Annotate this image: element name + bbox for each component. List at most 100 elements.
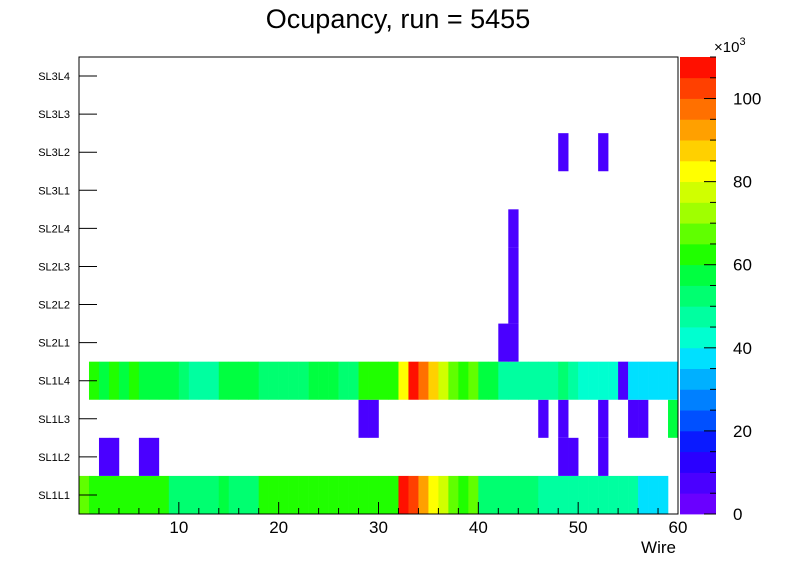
heatmap-cell bbox=[598, 399, 609, 438]
palette-swatch bbox=[680, 410, 716, 432]
heatmap-cell bbox=[618, 475, 629, 514]
x-tick-label: 20 bbox=[269, 518, 288, 537]
heatmap-cell bbox=[478, 475, 489, 514]
heatmap-cell bbox=[298, 475, 309, 514]
x-tick-label: 50 bbox=[569, 518, 588, 537]
heatmap-cell bbox=[358, 361, 369, 400]
heatmap-cell bbox=[468, 361, 479, 400]
y-tick-label: SL1L2 bbox=[38, 452, 70, 464]
heatmap-cell bbox=[528, 475, 539, 514]
heatmap-cell bbox=[468, 475, 479, 514]
heatmap-cell bbox=[298, 361, 309, 400]
heatmap-cell bbox=[278, 475, 289, 514]
heatmap-cell bbox=[238, 475, 250, 514]
heatmap-cell bbox=[288, 361, 299, 400]
palette-swatch bbox=[680, 202, 716, 224]
palette-swatch bbox=[680, 472, 716, 494]
heatmap-cell bbox=[628, 361, 639, 400]
heatmap-cell bbox=[98, 437, 110, 476]
y-tick-label: SL1L3 bbox=[38, 414, 70, 426]
heatmap-cell bbox=[158, 475, 170, 514]
z-tick-label: 80 bbox=[733, 173, 752, 192]
heatmap-cells bbox=[79, 133, 679, 514]
palette-swatch bbox=[680, 368, 716, 390]
heatmap-cell bbox=[368, 399, 379, 438]
heatmap-cell bbox=[368, 475, 379, 514]
heatmap-cell bbox=[568, 475, 579, 514]
heatmap-cell bbox=[168, 361, 180, 400]
heatmap-cell bbox=[438, 361, 449, 400]
heatmap-cell bbox=[158, 361, 170, 400]
heatmap-cell bbox=[648, 475, 659, 514]
x-tick-label: 30 bbox=[369, 518, 388, 537]
heatmap-cell bbox=[138, 361, 150, 400]
heatmap-cell bbox=[308, 361, 319, 400]
heatmap-cell bbox=[408, 475, 419, 514]
color-palette bbox=[680, 57, 716, 515]
heatmap-cell bbox=[618, 361, 629, 400]
z-tick-label: 100 bbox=[733, 90, 761, 109]
heatmap-cell bbox=[218, 475, 230, 514]
heatmap-cell bbox=[518, 361, 529, 400]
heatmap-cell bbox=[398, 475, 409, 514]
palette-swatch bbox=[680, 160, 716, 183]
x-tick-label: 10 bbox=[169, 518, 188, 537]
palette-swatch bbox=[680, 181, 716, 203]
heatmap-cell bbox=[498, 323, 509, 362]
heatmap-cell bbox=[268, 475, 279, 514]
heatmap-cell bbox=[508, 209, 519, 248]
plot-frame bbox=[78, 56, 679, 515]
heatmap-cell bbox=[328, 475, 339, 514]
z-tick-label: 20 bbox=[733, 422, 752, 441]
heatmap-cell bbox=[598, 361, 609, 400]
palette-swatch bbox=[680, 223, 716, 245]
heatmap-cell bbox=[418, 475, 429, 514]
heatmap-cell bbox=[508, 323, 519, 362]
heatmap-cell bbox=[558, 361, 569, 400]
heatmap-cell bbox=[648, 361, 659, 400]
y-tick-label: SL2L2 bbox=[38, 300, 70, 312]
heatmap-cell bbox=[558, 133, 569, 172]
heatmap-cell bbox=[178, 475, 190, 514]
heatmap-cell bbox=[508, 247, 519, 286]
heatmap-cell bbox=[348, 475, 359, 514]
heatmap-cell bbox=[318, 361, 329, 400]
x-tick-label: 40 bbox=[469, 518, 488, 537]
palette-swatch bbox=[680, 98, 716, 120]
palette-swatch bbox=[680, 306, 716, 328]
heatmap-cell bbox=[378, 361, 389, 400]
heatmap-cell bbox=[98, 475, 110, 514]
heatmap-cell bbox=[358, 475, 369, 514]
heatmap-cell bbox=[668, 399, 679, 438]
heatmap-cell bbox=[278, 361, 289, 400]
z-exponent-label: ×103 bbox=[714, 36, 746, 56]
heatmap-cell bbox=[258, 361, 269, 400]
palette-swatch bbox=[680, 430, 716, 453]
heatmap-cell bbox=[148, 475, 160, 514]
heatmap-cell bbox=[558, 437, 569, 476]
heatmap-cell bbox=[478, 361, 489, 400]
heatmap-cell bbox=[148, 361, 160, 400]
heatmap-cell bbox=[378, 475, 389, 514]
heatmap-cell bbox=[348, 361, 359, 400]
heatmap-cell bbox=[488, 475, 499, 514]
y-axis: SL1L1 SL1L2 SL1L3 SL1L4 SL2L1 SL2L2 SL2L3 SL2L4… bbox=[38, 71, 97, 502]
heatmap-cell bbox=[548, 475, 559, 514]
heatmap-cell bbox=[568, 361, 579, 400]
heatmap-cell bbox=[108, 437, 120, 476]
heatmap-cell bbox=[428, 361, 439, 400]
heatmap-cell bbox=[188, 475, 200, 514]
heatmap-cell bbox=[408, 361, 419, 400]
z-tick-label: 60 bbox=[733, 256, 752, 275]
heatmap-cell bbox=[598, 437, 609, 476]
z-tick-label: 0 bbox=[733, 505, 742, 524]
heatmap-cell bbox=[658, 361, 669, 400]
heatmap-cell bbox=[368, 361, 379, 400]
heatmap-cell bbox=[148, 437, 160, 476]
heatmap-cell bbox=[118, 475, 130, 514]
heatmap-cell bbox=[568, 437, 579, 476]
heatmap-cell bbox=[198, 361, 210, 400]
x-axis: 10 20 30 40 50 60 bbox=[78, 502, 687, 537]
heatmap-cell bbox=[248, 361, 259, 400]
